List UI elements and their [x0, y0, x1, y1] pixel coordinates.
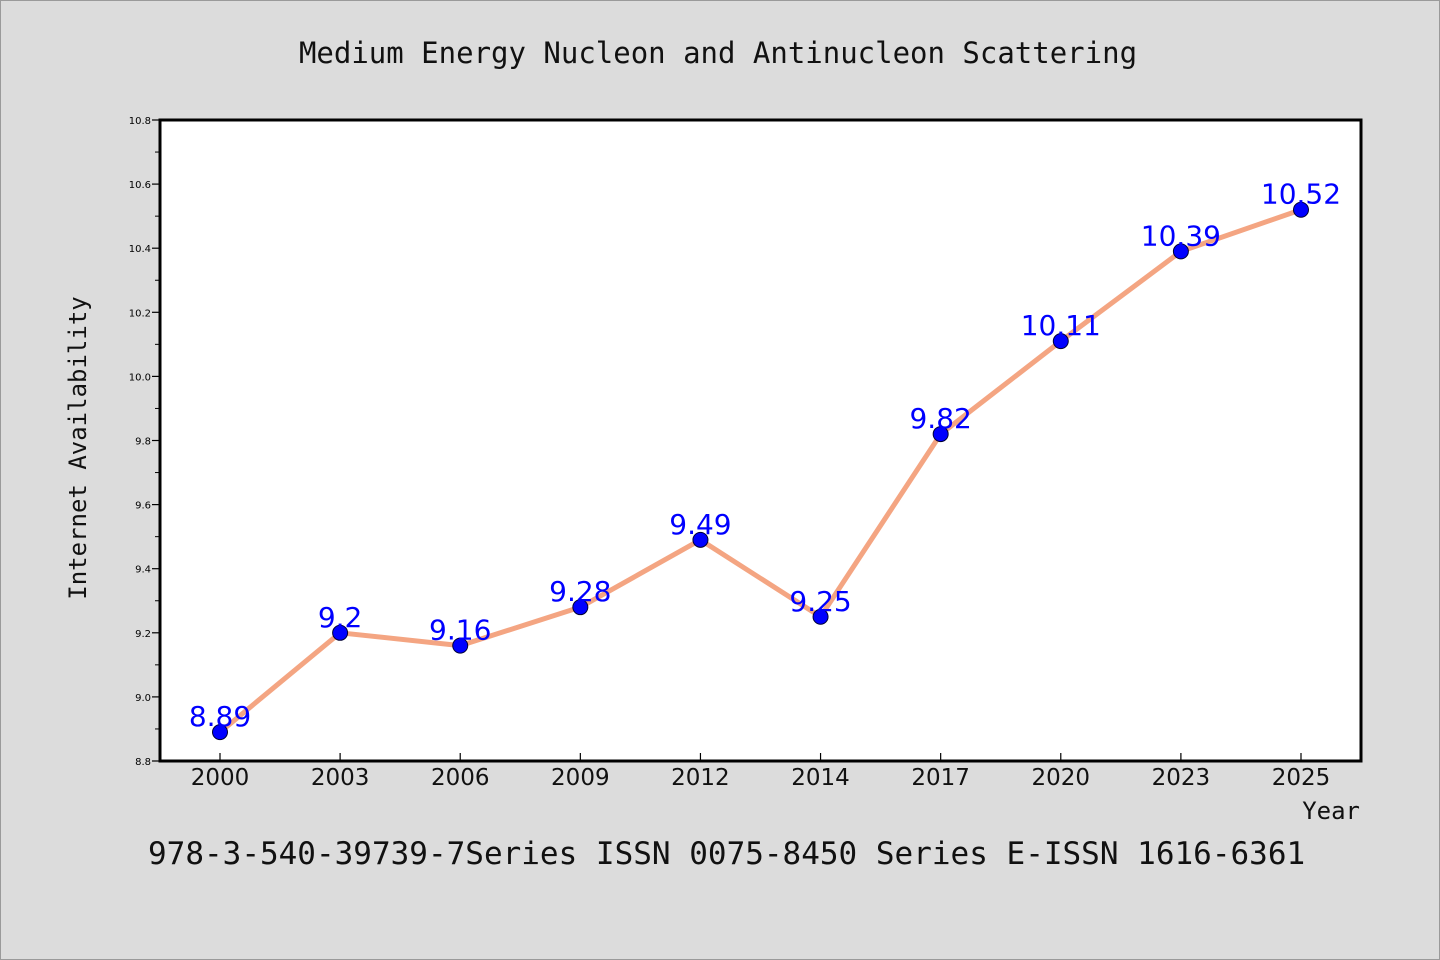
- data-point: [1293, 201, 1309, 218]
- x-tick-label: 2020: [1032, 765, 1091, 791]
- y-tick-label: 9.6: [135, 501, 151, 512]
- plot-area: [158, 118, 1363, 763]
- x-tick-label: 2012: [671, 765, 730, 791]
- y-tick-label: 10.4: [129, 244, 151, 255]
- data-point: [1172, 243, 1189, 260]
- chart-title: Medium Energy Nucleon and Antinucleon Sc…: [299, 36, 1137, 70]
- y-axis-label: Internet Availability: [64, 296, 92, 599]
- data-label: 9.28: [549, 575, 611, 608]
- x-tick-label: 2014: [791, 765, 850, 791]
- y-tick-label: 9.2: [135, 629, 151, 640]
- x-tick-label: 2006: [431, 765, 490, 791]
- x-tick-label: 2003: [311, 765, 370, 791]
- data-label: 8.89: [189, 700, 251, 733]
- y-tick-label: 9.8: [135, 437, 151, 448]
- footer-text: 978-3-540-39739-7Series ISSN 0075-8450 S…: [148, 836, 1305, 872]
- x-axis-label: Year: [1302, 797, 1360, 825]
- data-point: [1052, 333, 1069, 350]
- data-label: 9.16: [429, 614, 491, 647]
- data-point: [452, 637, 469, 654]
- data-label: 10.11: [1021, 309, 1101, 342]
- y-tick-label: 8.8: [135, 757, 151, 768]
- series-line: [217, 207, 1304, 735]
- data-label: 9.25: [789, 585, 851, 618]
- y-axis-ticks: 8.8 9.0 9.2 9.4 9.6 9.8 10.0 10.2 10.4 10.6 10.8: [129, 116, 160, 768]
- x-tick-label: 2009: [551, 765, 610, 791]
- x-tick-label: 2000: [191, 765, 250, 791]
- data-point: [332, 624, 349, 641]
- data-point: [212, 724, 228, 741]
- y-tick-label: 9.0: [135, 693, 151, 704]
- y-tick-label: 10.2: [129, 308, 151, 319]
- x-tick-label: 2017: [911, 765, 970, 791]
- data-point: [812, 608, 829, 625]
- data-label: 9.49: [669, 508, 731, 541]
- data-labels: 8.89 9.2 9.16 9.28 9.49 9.25 9.82 10.11 10.39 10.…: [189, 178, 1341, 733]
- y-tick-label: 9.4: [135, 565, 151, 576]
- y-tick-label: 10.0: [129, 372, 151, 383]
- x-tick-label: 2023: [1152, 765, 1211, 791]
- x-axis-ticks: 2000 2003 2006 2009 2012 2014 2017 2020 2023 2025: [191, 753, 1331, 791]
- data-label: 10.39: [1141, 219, 1221, 252]
- y-tick-label: 10.8: [129, 116, 151, 127]
- data-point: [572, 599, 589, 616]
- data-label: 9.82: [909, 402, 971, 435]
- x-tick-label: 2025: [1272, 765, 1331, 791]
- data-label: 9.2: [318, 601, 363, 634]
- data-label: 10.52: [1261, 178, 1341, 211]
- y-tick-label: 10.6: [129, 180, 151, 191]
- data-point: [932, 426, 949, 443]
- data-point: [692, 531, 709, 548]
- series-markers: [212, 201, 1309, 741]
